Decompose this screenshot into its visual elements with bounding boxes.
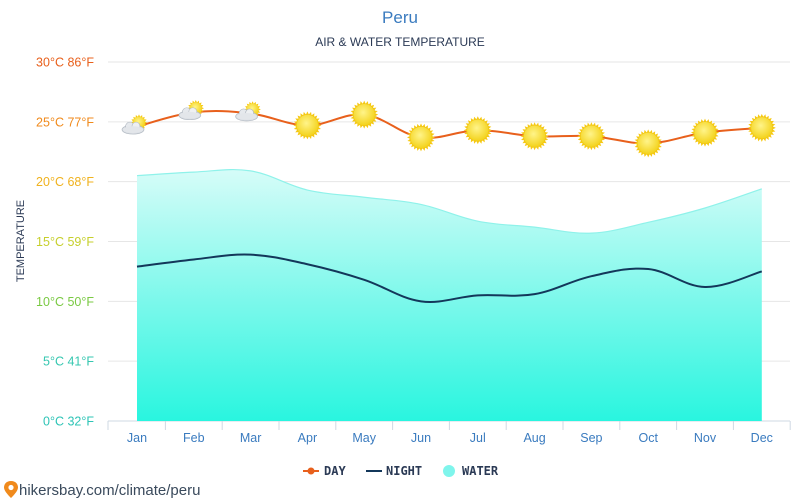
legend-item-water[interactable]: WATER: [443, 464, 499, 478]
water-area: [137, 169, 762, 421]
sun-disc: [580, 124, 603, 148]
sun-icon: [293, 111, 322, 140]
cloud-fill: [179, 111, 200, 119]
legend-night-label: NIGHT: [386, 464, 422, 478]
sun-disc: [523, 124, 546, 148]
x-tick-label: Dec: [751, 431, 773, 445]
y-tick-label: 0°C 32°F: [43, 415, 94, 429]
partly-cloudy-icon: [178, 100, 204, 121]
y-tick-label: 20°C 68°F: [36, 175, 94, 189]
x-tick-label: Apr: [298, 431, 317, 445]
partly-cloudy-icon: [235, 101, 261, 122]
y-tick-label: 30°C 86°F: [36, 56, 94, 70]
x-tick-label: Oct: [638, 431, 658, 445]
sun-disc: [409, 126, 433, 149]
y-tick-label: 5°C 41°F: [43, 355, 94, 369]
legend-item-night[interactable]: NIGHT: [366, 464, 422, 478]
sun-disc: [466, 118, 490, 142]
cloud-fill: [236, 113, 257, 120]
legend-water-swatch: [443, 465, 455, 477]
legend-day-label: DAY: [324, 464, 346, 478]
sun-disc: [352, 103, 376, 126]
x-tick-label: Jan: [127, 431, 147, 445]
sun-disc: [296, 114, 319, 137]
y-axis-label: TEMPERATURE: [15, 200, 27, 282]
x-tick-label: Mar: [240, 431, 262, 445]
x-axis-ticks: Jan Feb Mar Apr May Jun Jul Aug Sep Oct Nov Dec: [107, 421, 791, 445]
weather-icons: [121, 100, 776, 158]
sun-icon: [691, 118, 719, 147]
legend-water-label: WATER: [462, 464, 499, 478]
x-tick-label: May: [352, 431, 376, 445]
y-axis-ticks: 0°C 32°F 5°C 41°F 10°C 50°F 15°C 59°F 20°C 6…: [36, 56, 94, 429]
sun-icon: [747, 113, 776, 142]
sun-icon: [463, 116, 492, 145]
y-tick-label: 15°C 59°F: [36, 235, 94, 249]
sun-icon: [407, 123, 435, 152]
sun-disc: [750, 116, 774, 140]
legend-day-swatch-dot: [307, 467, 315, 475]
sun-icon: [520, 122, 549, 151]
x-tick-label: Nov: [694, 431, 717, 445]
x-tick-label: Jul: [470, 431, 486, 445]
sun-disc: [693, 121, 717, 144]
source-link-text: hikersbay.com/climate/peru: [19, 482, 200, 499]
x-tick-label: Jun: [411, 431, 431, 445]
sun-icon: [350, 100, 379, 129]
chart-title: Peru: [382, 8, 418, 27]
x-tick-label: Aug: [523, 431, 545, 445]
night-series: [136, 253, 763, 303]
x-tick-label: Feb: [183, 431, 205, 445]
sun-icon: [634, 129, 663, 158]
water-series: [136, 169, 762, 421]
legend-item-day[interactable]: DAY: [303, 464, 346, 478]
legend: DAY NIGHT WATER: [303, 464, 499, 478]
y-tick-label: 25°C 77°F: [36, 115, 94, 129]
source-link[interactable]: hikersbay.com/climate/peru: [4, 481, 200, 499]
water-line: [136, 169, 762, 234]
x-tick-label: Sep: [580, 431, 602, 445]
location-pin-icon: [4, 481, 18, 498]
y-tick-label: 10°C 50°F: [36, 295, 94, 309]
cloud-fill: [123, 126, 143, 134]
sun-disc: [636, 132, 660, 155]
sun-icon: [577, 122, 606, 151]
chart-subtitle: AIR & WATER TEMPERATURE: [315, 35, 485, 49]
partly-cloudy-icon: [121, 114, 148, 135]
day-line: [136, 109, 762, 145]
day-series: [136, 109, 762, 145]
night-line: [136, 253, 763, 303]
